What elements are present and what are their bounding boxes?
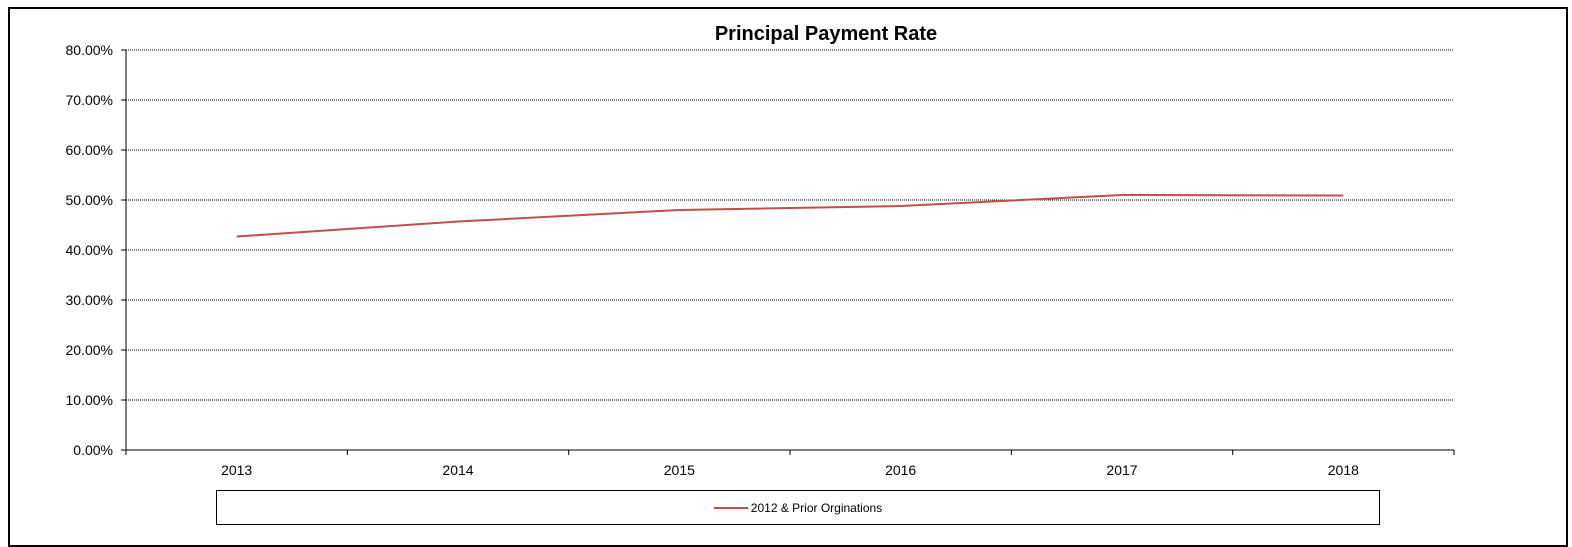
series-line: [236, 193, 1344, 238]
y-tick-label: 40.00%: [66, 242, 113, 258]
legend: 2012 & Prior Orginations: [216, 490, 1380, 525]
x-tick-label: 2015: [664, 462, 695, 478]
series-layer: [236, 193, 1344, 238]
x-tick-label: 2014: [442, 462, 473, 478]
x-tick-label: 2018: [1328, 462, 1359, 478]
y-tick-label: 60.00%: [66, 142, 113, 158]
y-tick-label: 50.00%: [66, 192, 113, 208]
y-tick-label: 0.00%: [73, 442, 113, 458]
y-tick-label: 20.00%: [66, 342, 113, 358]
y-tick-label: 70.00%: [66, 92, 113, 108]
x-tick-label: 2013: [221, 462, 252, 478]
x-tick-label: 2017: [1106, 462, 1137, 478]
y-tick-label: 10.00%: [66, 392, 113, 408]
axes: 0.00% 10.00% 20.00% 30.00% 40.00% 50.00% 60.00…: [66, 42, 1455, 478]
x-tick-label: 2016: [885, 462, 916, 478]
legend-swatch: [713, 506, 748, 509]
gridlines: [126, 49, 1454, 401]
y-tick-label: 30.00%: [66, 292, 113, 308]
chart-title: Principal Payment Rate: [715, 23, 937, 45]
y-tick-label: 80.00%: [66, 42, 113, 58]
legend-label: 2012 & Prior Orginations: [750, 500, 883, 515]
chart-frame: [8, 7, 1568, 547]
